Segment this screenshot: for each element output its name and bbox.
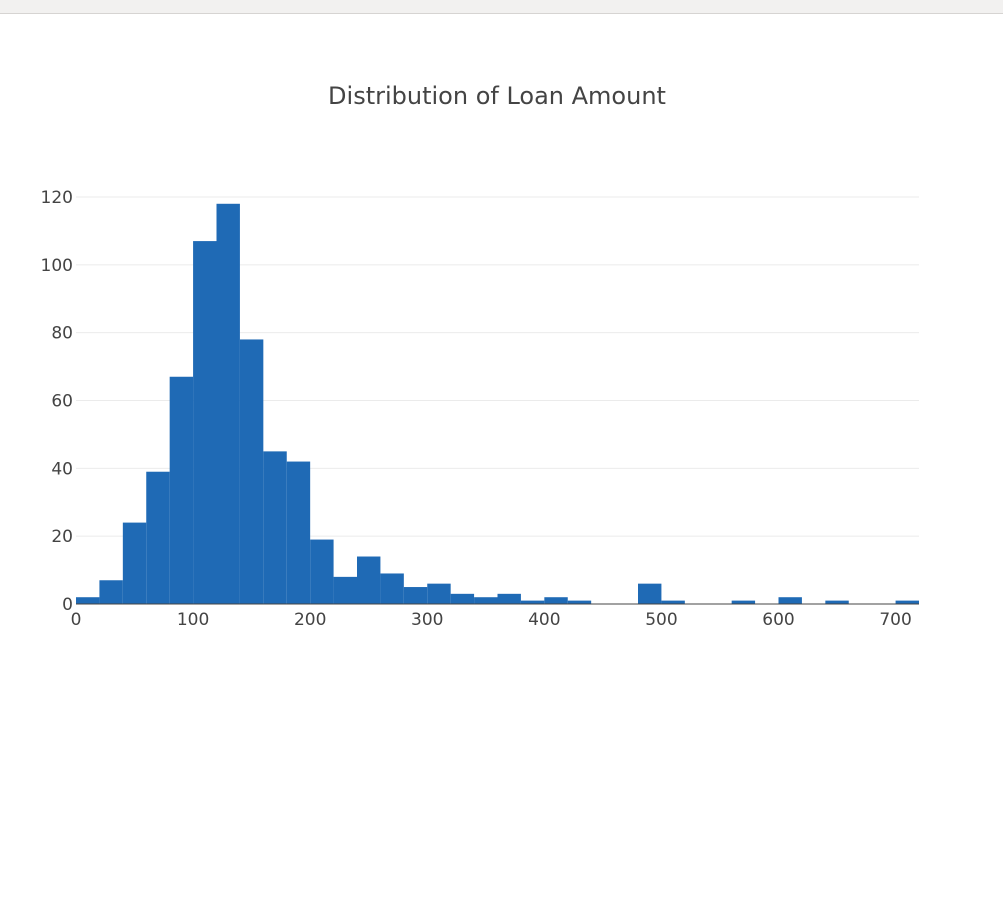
x-tick-label-200: 200 [294,610,326,630]
bar-260-280 [380,573,404,604]
bar-600-620 [778,597,802,604]
bar-0-20 [76,597,100,604]
bar-200-220 [310,539,334,604]
bar-220-240 [333,576,357,604]
bar-560-580 [731,600,756,604]
y-tick-label-100: 100 [41,256,73,276]
chart-title: Distribution of Loan Amount [328,82,666,110]
y-tick-label-0: 0 [62,595,73,615]
browser-toolbar-edge [0,0,1003,14]
bar-640-660 [825,600,849,604]
x-tick-label-500: 500 [645,610,677,630]
x-axis-ticks: 0 100 200 300 400 500 600 700 [71,610,912,630]
y-tick-label-120: 120 [41,188,73,208]
y-tick-label-60: 60 [51,392,73,412]
bar-420-440 [567,600,592,604]
chart-svg: Distribution of Loan Amount 0 100 200 300 40… [41,82,919,630]
bar-500-520 [661,600,685,604]
bar-280-300 [403,587,428,604]
x-tick-label-400: 400 [528,610,560,630]
bar-300-320 [427,583,451,604]
bars [76,203,919,605]
bar-380-400 [520,600,545,604]
bar-700-720 [895,600,919,604]
x-tick-label-600: 600 [762,610,794,630]
bar-340-360 [474,597,498,604]
x-tick-label-100: 100 [177,610,209,630]
bar-100-120 [193,241,217,604]
bar-240-260 [357,556,381,604]
bar-400-420 [544,597,568,604]
x-tick-label-300: 300 [411,610,443,630]
y-tick-label-20: 20 [51,527,73,547]
bar-160-180 [263,451,287,604]
y-tick-label-80: 80 [51,324,73,344]
bar-480-500 [638,583,662,604]
x-tick-label-700: 700 [879,610,911,630]
bar-360-380 [497,593,521,604]
x-tick-label-0: 0 [71,610,82,630]
bar-320-340 [450,593,475,604]
bar-60-80 [146,471,170,604]
histogram-chart: Distribution of Loan Amount 0 100 200 300 40… [0,14,1003,903]
bar-80-100 [169,376,194,604]
bar-20-40 [99,580,123,604]
bar-140-160 [239,339,264,604]
bar-120-140 [216,203,240,605]
bar-180-200 [286,461,311,604]
y-axis-ticks: 0 20 40 60 80 100 120 [41,188,73,615]
bar-40-60 [122,522,147,604]
y-tick-label-40: 40 [51,459,73,479]
